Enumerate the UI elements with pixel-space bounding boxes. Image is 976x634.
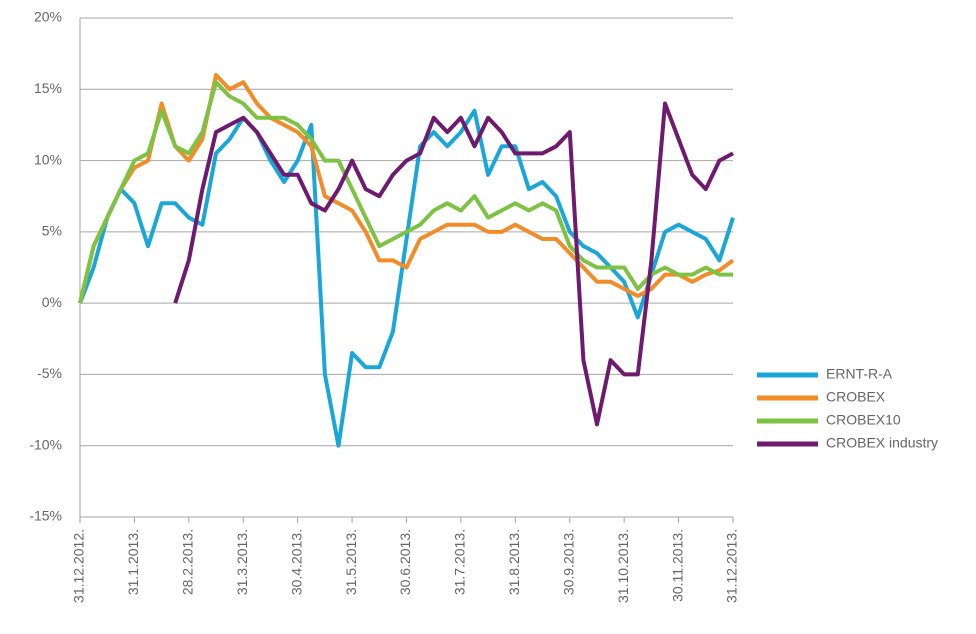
- legend-label: CROBEX: [826, 389, 886, 405]
- y-tick-label: -15%: [29, 508, 62, 524]
- y-tick-label: 0%: [42, 294, 62, 310]
- x-tick-label: 30.4.2013.: [288, 529, 304, 595]
- x-tick-label: 30.11.2013.: [669, 529, 685, 602]
- y-tick-label: -10%: [29, 436, 62, 452]
- x-tick-label: 30.6.2013.: [397, 529, 413, 595]
- series-line: [78, 108, 735, 448]
- x-tick-label: 31.12.2013.: [724, 529, 740, 603]
- x-tick-label: 31.12.2012.: [71, 529, 87, 603]
- y-tick-label: -5%: [37, 365, 62, 381]
- x-tick-label: 31.3.2013.: [234, 529, 250, 595]
- x-tick-label: 30.9.2013.: [560, 529, 576, 595]
- y-tick-label: 5%: [42, 223, 62, 239]
- y-tick-label: 10%: [34, 151, 62, 167]
- y-tick-label: 15%: [34, 80, 62, 96]
- x-tick-label: 31.10.2013.: [615, 529, 631, 603]
- series-line: [173, 101, 734, 427]
- x-tick-label: 31.8.2013.: [506, 529, 522, 595]
- series-line: [78, 80, 733, 304]
- legend-label: ERNT-R-A: [826, 366, 893, 382]
- x-tick-label: 31.7.2013.: [452, 529, 468, 595]
- legend-label: CROBEX10: [826, 412, 901, 428]
- x-tick-label: 28.2.2013.: [180, 529, 196, 595]
- legend-label: CROBEX industry: [826, 435, 938, 451]
- x-tick-label: 31.5.2013.: [343, 529, 359, 595]
- x-tick-label: 31.1.2013.: [125, 529, 141, 595]
- y-tick-label: 20%: [34, 9, 62, 25]
- series-line: [78, 73, 735, 304]
